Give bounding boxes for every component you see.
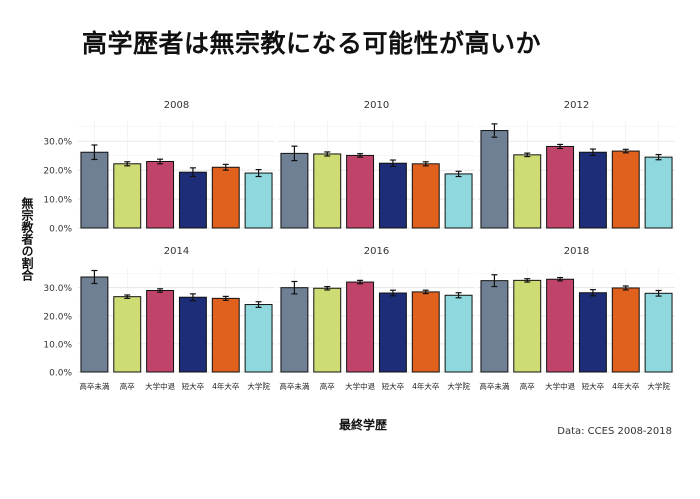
x-tick-label: 短大卒 [182,381,205,391]
panel-background [478,121,675,228]
bar [313,153,342,229]
x-tick-label: 高卒 [520,381,535,391]
facet-label: 2014 [164,246,189,257]
bar [146,160,175,229]
panel-background [478,268,675,372]
panel-background [78,121,275,228]
bar [513,279,542,373]
bar [411,163,440,229]
bar [178,171,207,229]
bar [513,154,542,229]
bar [211,166,240,229]
x-axis-label: 最終学歴 [339,418,388,432]
bar [113,296,142,373]
bar [244,304,273,373]
x-tick-label: 大学院 [247,381,270,391]
bar [280,152,309,229]
x-tick-label: 短大卒 [382,381,405,391]
y-tick-label: 0.0% [49,369,72,379]
bar [480,130,509,229]
bar [378,162,407,229]
chart-title: 高学歴者は無宗教になる可能性が高いか [82,29,542,58]
y-tick-label: 0.0% [49,225,72,235]
facet-label: 2018 [564,246,589,257]
bar [244,172,273,229]
x-tick-label: 高卒 [320,381,335,391]
panel-background [278,268,475,372]
bar [80,276,109,373]
bar [313,287,342,373]
facet-label: 2008 [164,100,189,111]
bar [211,297,240,373]
bar [80,151,109,229]
x-tick-label: 大学中退 [345,381,375,391]
bar [346,154,375,229]
bar [546,145,575,229]
bar [444,294,473,373]
x-tick-label: 高卒未満 [79,381,109,391]
x-tick-label: 高卒 [120,381,135,391]
bar [480,280,509,373]
x-tick-label: 4年大卒 [412,381,440,391]
y-tick-label: 20.0% [43,167,72,177]
x-tick-label: 大学院 [647,381,670,391]
y-tick-label: 10.0% [43,340,72,350]
x-tick-label: 4年大卒 [612,381,640,391]
bar [611,150,640,229]
bar [146,289,175,373]
panel-background [78,268,275,372]
panel-background [278,121,475,228]
x-tick-label: 高卒未満 [479,381,509,391]
bar [644,156,673,229]
bar [644,292,673,373]
y-tick-label: 30.0% [43,138,72,148]
bar [346,281,375,373]
y-axis-label: 無宗教者の割合 [20,197,34,281]
x-tick-label: 高卒未満 [279,381,309,391]
bar [546,278,575,373]
bar [578,151,607,229]
bar [113,163,142,229]
bar [280,287,309,373]
bar [444,173,473,229]
bar [578,292,607,373]
facet-label: 2010 [364,100,389,111]
bar [178,296,207,373]
bar [411,291,440,373]
y-tick-label: 30.0% [43,284,72,294]
data-source-note: Data: CCES 2008-2018 [557,426,672,437]
x-tick-label: 短大卒 [582,381,605,391]
y-tick-label: 20.0% [43,312,72,322]
x-tick-label: 大学中退 [145,381,175,391]
bar [611,287,640,373]
y-tick-label: 10.0% [43,196,72,206]
x-tick-label: 4年大卒 [212,381,240,391]
facet-label: 2016 [364,246,389,257]
bar [378,292,407,373]
facet-label: 2012 [564,100,589,111]
x-tick-label: 大学中退 [545,381,575,391]
x-tick-label: 大学院 [447,381,470,391]
